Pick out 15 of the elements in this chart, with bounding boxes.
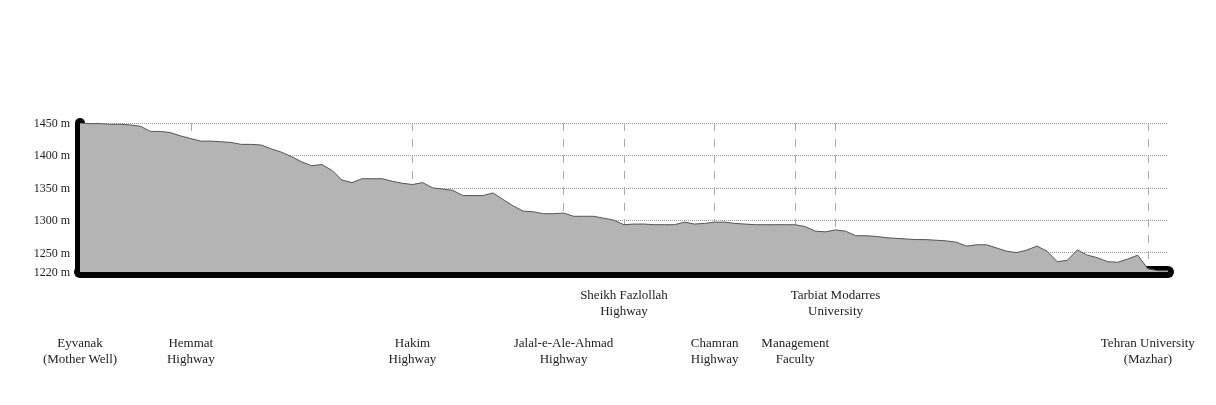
x-tick-label: Hakim Highway — [388, 334, 437, 366]
x-tick-label: Eyvanak (Mother Well) — [42, 334, 118, 366]
x-tick-label: Sheikh Fazlollah Highway — [580, 286, 669, 318]
x-tick-label: Tehran University (Mazhar) — [1100, 334, 1196, 366]
y-tick-label: 1220 m — [33, 265, 71, 279]
x-tick-label: Jalal-e-Ale-Ahmad Highway — [513, 334, 614, 366]
y-tick-label: 1450 m — [33, 116, 71, 130]
x-tick-label: Tarbiat Modarres University — [790, 286, 881, 318]
y-tick-label: 1350 m — [33, 180, 71, 195]
y-tick-label: 1250 m — [33, 245, 71, 260]
x-tick-label: Chamran Highway — [690, 334, 739, 366]
x-tick-label: Hemmat Highway — [166, 334, 216, 366]
x-tick-label: Management Faculty — [761, 334, 830, 366]
y-tick-label: 1300 m — [33, 213, 71, 228]
y-tick-label: 1400 m — [33, 148, 71, 163]
